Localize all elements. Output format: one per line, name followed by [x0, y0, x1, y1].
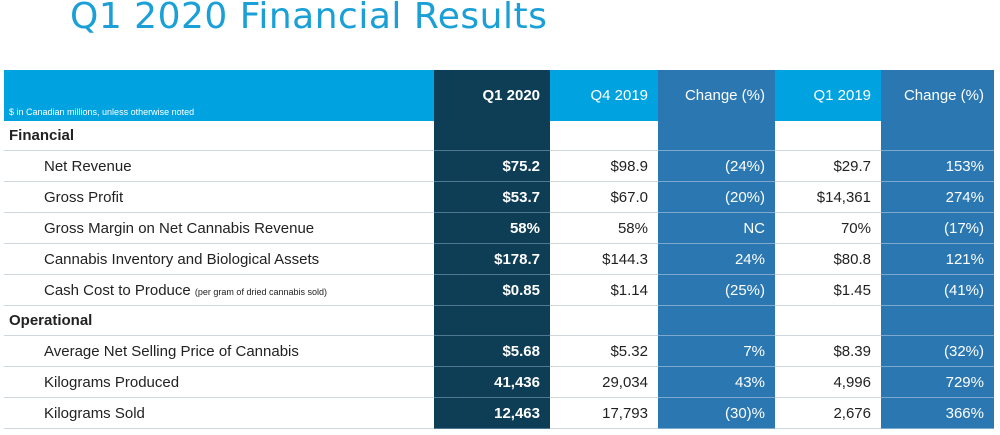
cell-q4-2019: 17,793	[550, 397, 658, 429]
cell-q1-2019: 70%	[775, 212, 881, 244]
cell-q1-2020: 41,436	[434, 366, 550, 398]
cell-change-q4: (20%)	[658, 181, 775, 213]
row-label-cell: Cash Cost to Produce (per gram of dried …	[4, 274, 434, 306]
row-label: Gross Profit	[4, 181, 434, 213]
cell-change-q4: 43%	[658, 366, 775, 398]
table-row: Cannabis Inventory and Biological Assets…	[4, 243, 994, 275]
row-label: Net Revenue	[4, 150, 434, 182]
col-header-change-q1: Change (%)	[881, 70, 994, 121]
col-header-q4-2019: Q4 2019	[550, 70, 658, 121]
cell-q1-2020: 58%	[434, 212, 550, 244]
cell-change-q4: (30)%	[658, 397, 775, 429]
cell-change-q1: (32%)	[881, 335, 994, 367]
cell-q1-2019: 4,996	[775, 366, 881, 398]
cell-q1-2020: $5.68	[434, 335, 550, 367]
row-label: Cannabis Inventory and Biological Assets	[4, 243, 434, 275]
cell-q4-2019: $98.9	[550, 150, 658, 182]
cell-change-q4: NC	[658, 212, 775, 244]
row-label-note: (per gram of dried cannabis sold)	[194, 286, 327, 297]
financial-results-table: $ in Canadian millions, unless otherwise…	[4, 70, 994, 429]
cell-change-q4: (25%)	[658, 274, 775, 306]
section-row-financial: Financial	[4, 121, 994, 151]
cell-q1-2019: $29.7	[775, 150, 881, 182]
cell-q4-2019: $144.3	[550, 243, 658, 275]
cell-q1-2019: $8.39	[775, 335, 881, 367]
col-header-q1-2019: Q1 2019	[775, 70, 881, 121]
cell-change-q1: 274%	[881, 181, 994, 213]
cell-change-q1: 366%	[881, 397, 994, 429]
units-note: $ in Canadian millions, unless otherwise…	[4, 70, 434, 121]
cell-change-q4: 24%	[658, 243, 775, 275]
section-row-operational: Operational	[4, 305, 994, 336]
cell-q4-2019: $67.0	[550, 181, 658, 213]
col-header-q1-2020: Q1 2020	[434, 70, 550, 121]
cell-change-q4: (24%)	[658, 150, 775, 182]
cell-q1-2020: $178.7	[434, 243, 550, 275]
row-label: Gross Margin on Net Cannabis Revenue	[4, 212, 434, 244]
cell-q1-2019: 2,676	[775, 397, 881, 429]
row-label: Average Net Selling Price of Cannabis	[4, 335, 434, 367]
row-label: Cash Cost to Produce	[44, 281, 191, 299]
table-row: Kilograms Sold 12,463 17,793 (30)% 2,676…	[4, 397, 994, 429]
cell-change-q1: (41%)	[881, 274, 994, 306]
section-label: Operational	[4, 305, 434, 336]
table-row: Gross Margin on Net Cannabis Revenue 58%…	[4, 212, 994, 244]
table-row: Gross Profit $53.7 $67.0 (20%) $14,361 2…	[4, 181, 994, 213]
cell-q1-2020: 12,463	[434, 397, 550, 429]
cell-change-q1: 729%	[881, 366, 994, 398]
cell-q1-2020: $0.85	[434, 274, 550, 306]
section-label: Financial	[4, 121, 434, 151]
cell-q4-2019: 29,034	[550, 366, 658, 398]
cell-change-q1: 121%	[881, 243, 994, 275]
cell-q4-2019: $1.14	[550, 274, 658, 306]
cell-q4-2019: 58%	[550, 212, 658, 244]
table-row: Cash Cost to Produce (per gram of dried …	[4, 274, 994, 306]
cell-q1-2019: $80.8	[775, 243, 881, 275]
table-row: Average Net Selling Price of Cannabis $5…	[4, 335, 994, 367]
col-header-change-q4: Change (%)	[658, 70, 775, 121]
table-row: Kilograms Produced 41,436 29,034 43% 4,9…	[4, 366, 994, 398]
cell-q4-2019: $5.32	[550, 335, 658, 367]
page-title: Q1 2020 Financial Results	[70, 0, 548, 37]
cell-q1-2020: $53.7	[434, 181, 550, 213]
table-header-row: $ in Canadian millions, unless otherwise…	[4, 70, 994, 121]
cell-change-q4: 7%	[658, 335, 775, 367]
cell-change-q1: 153%	[881, 150, 994, 182]
cell-q1-2019: $14,361	[775, 181, 881, 213]
cell-q1-2019: $1.45	[775, 274, 881, 306]
table-row: Net Revenue $75.2 $98.9 (24%) $29.7 153%	[4, 150, 994, 182]
row-label: Kilograms Produced	[4, 366, 434, 398]
cell-change-q1: (17%)	[881, 212, 994, 244]
cell-q1-2020: $75.2	[434, 150, 550, 182]
row-label: Kilograms Sold	[4, 397, 434, 429]
